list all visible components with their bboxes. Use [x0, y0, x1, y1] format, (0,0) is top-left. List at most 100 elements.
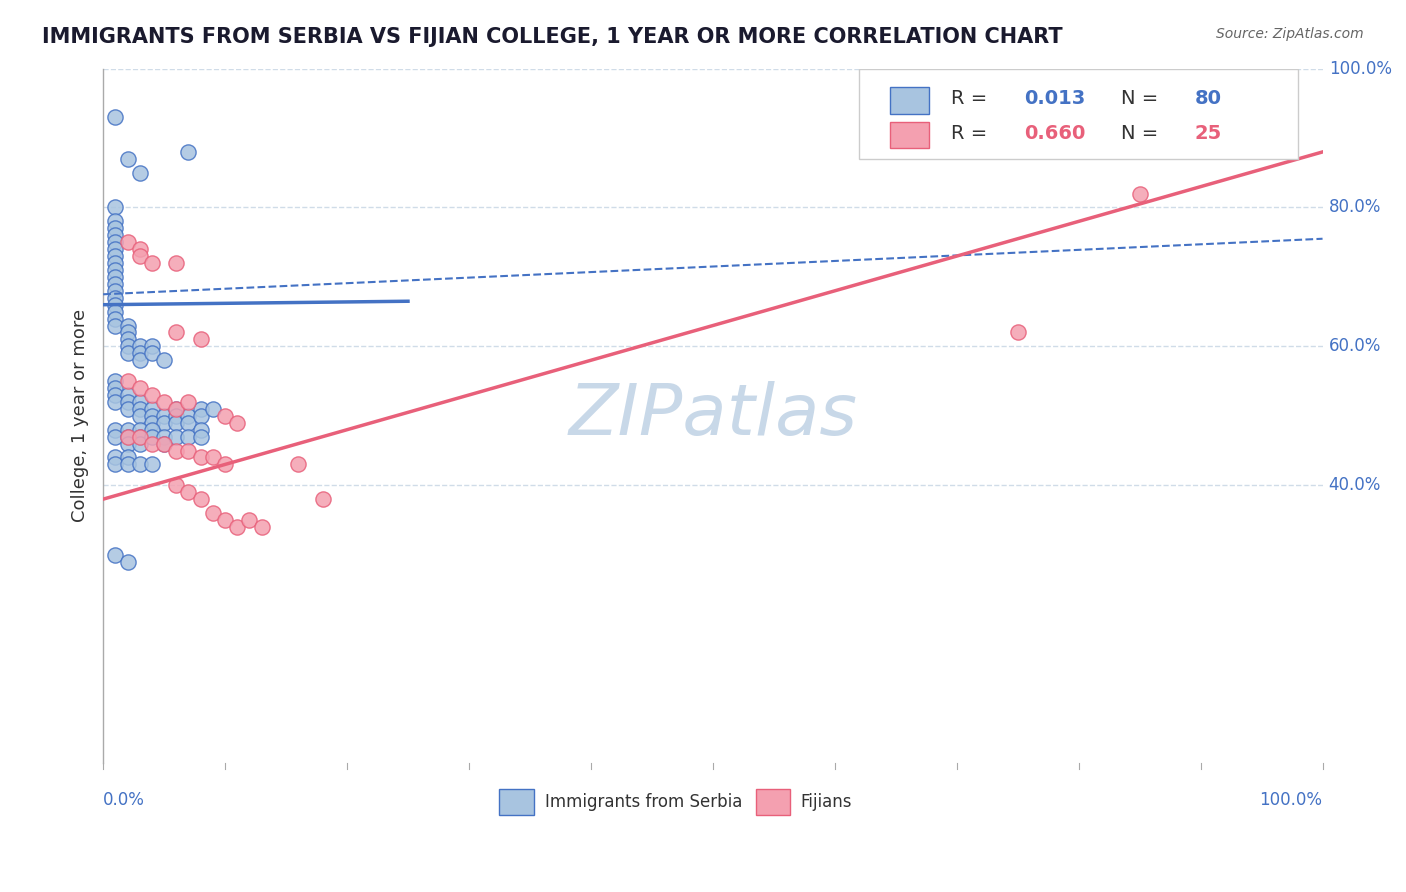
Point	[165, 256, 187, 270]
Text: N =: N =	[1122, 124, 1164, 143]
Point	[117, 339, 139, 353]
Text: 60.0%: 60.0%	[1329, 337, 1381, 355]
Point	[190, 409, 212, 423]
Point	[104, 374, 127, 388]
Point	[141, 458, 163, 472]
Point	[104, 311, 127, 326]
Point	[153, 353, 176, 368]
Text: 0.0%: 0.0%	[103, 791, 145, 809]
Text: 25: 25	[1195, 124, 1222, 143]
Point	[177, 395, 200, 409]
Point	[165, 409, 187, 423]
FancyBboxPatch shape	[499, 789, 534, 815]
Point	[117, 152, 139, 166]
FancyBboxPatch shape	[890, 122, 929, 148]
Point	[128, 339, 150, 353]
Point	[201, 401, 224, 416]
Point	[141, 346, 163, 360]
Point	[128, 381, 150, 395]
FancyBboxPatch shape	[890, 87, 929, 114]
Point	[117, 401, 139, 416]
Point	[190, 423, 212, 437]
Point	[117, 388, 139, 402]
Text: R =: R =	[950, 124, 993, 143]
Point	[117, 333, 139, 347]
Point	[104, 548, 127, 562]
Point	[104, 269, 127, 284]
Point	[104, 388, 127, 402]
Point	[190, 333, 212, 347]
Point	[165, 326, 187, 340]
Point	[177, 430, 200, 444]
Point	[104, 430, 127, 444]
Text: 0.660: 0.660	[1024, 124, 1085, 143]
Point	[104, 110, 127, 124]
Point	[165, 401, 187, 416]
Point	[117, 318, 139, 333]
Point	[104, 256, 127, 270]
Point	[165, 443, 187, 458]
Point	[190, 401, 212, 416]
Point	[1129, 186, 1152, 201]
FancyBboxPatch shape	[755, 789, 790, 815]
Point	[287, 458, 309, 472]
Point	[117, 326, 139, 340]
Point	[117, 430, 139, 444]
Point	[141, 388, 163, 402]
Point	[104, 284, 127, 298]
Point	[128, 436, 150, 450]
Text: 80: 80	[1195, 89, 1222, 108]
Point	[128, 166, 150, 180]
Point	[201, 450, 224, 465]
Point	[128, 430, 150, 444]
Point	[141, 423, 163, 437]
Point	[201, 506, 224, 520]
Text: 0.013: 0.013	[1024, 89, 1085, 108]
Point	[141, 256, 163, 270]
Point	[177, 485, 200, 500]
Point	[104, 221, 127, 235]
Point	[117, 235, 139, 250]
Point	[117, 346, 139, 360]
Point	[104, 381, 127, 395]
Point	[117, 430, 139, 444]
Point	[104, 277, 127, 291]
Point	[250, 520, 273, 534]
Point	[141, 416, 163, 430]
Point	[141, 409, 163, 423]
Point	[117, 423, 139, 437]
Point	[165, 430, 187, 444]
Point	[165, 401, 187, 416]
Y-axis label: College, 1 year or more: College, 1 year or more	[72, 310, 89, 523]
Point	[153, 416, 176, 430]
Point	[165, 478, 187, 492]
Point	[153, 436, 176, 450]
Point	[165, 416, 187, 430]
Point	[104, 304, 127, 318]
Point	[117, 395, 139, 409]
Point	[104, 201, 127, 215]
Point	[104, 395, 127, 409]
FancyBboxPatch shape	[859, 69, 1298, 159]
Point	[177, 443, 200, 458]
Point	[117, 458, 139, 472]
Point	[153, 436, 176, 450]
Text: R =: R =	[950, 89, 993, 108]
Point	[104, 423, 127, 437]
Text: IMMIGRANTS FROM SERBIA VS FIJIAN COLLEGE, 1 YEAR OR MORE CORRELATION CHART: IMMIGRANTS FROM SERBIA VS FIJIAN COLLEGE…	[42, 27, 1063, 46]
Point	[153, 430, 176, 444]
Point	[104, 291, 127, 305]
Point	[104, 298, 127, 312]
Point	[128, 409, 150, 423]
Point	[190, 430, 212, 444]
Point	[153, 409, 176, 423]
Point	[128, 249, 150, 263]
Point	[141, 430, 163, 444]
Point	[104, 249, 127, 263]
Point	[214, 458, 236, 472]
Text: N =: N =	[1122, 89, 1164, 108]
Point	[128, 346, 150, 360]
Text: Immigrants from Serbia: Immigrants from Serbia	[544, 793, 742, 811]
Point	[1007, 326, 1029, 340]
Point	[214, 513, 236, 527]
